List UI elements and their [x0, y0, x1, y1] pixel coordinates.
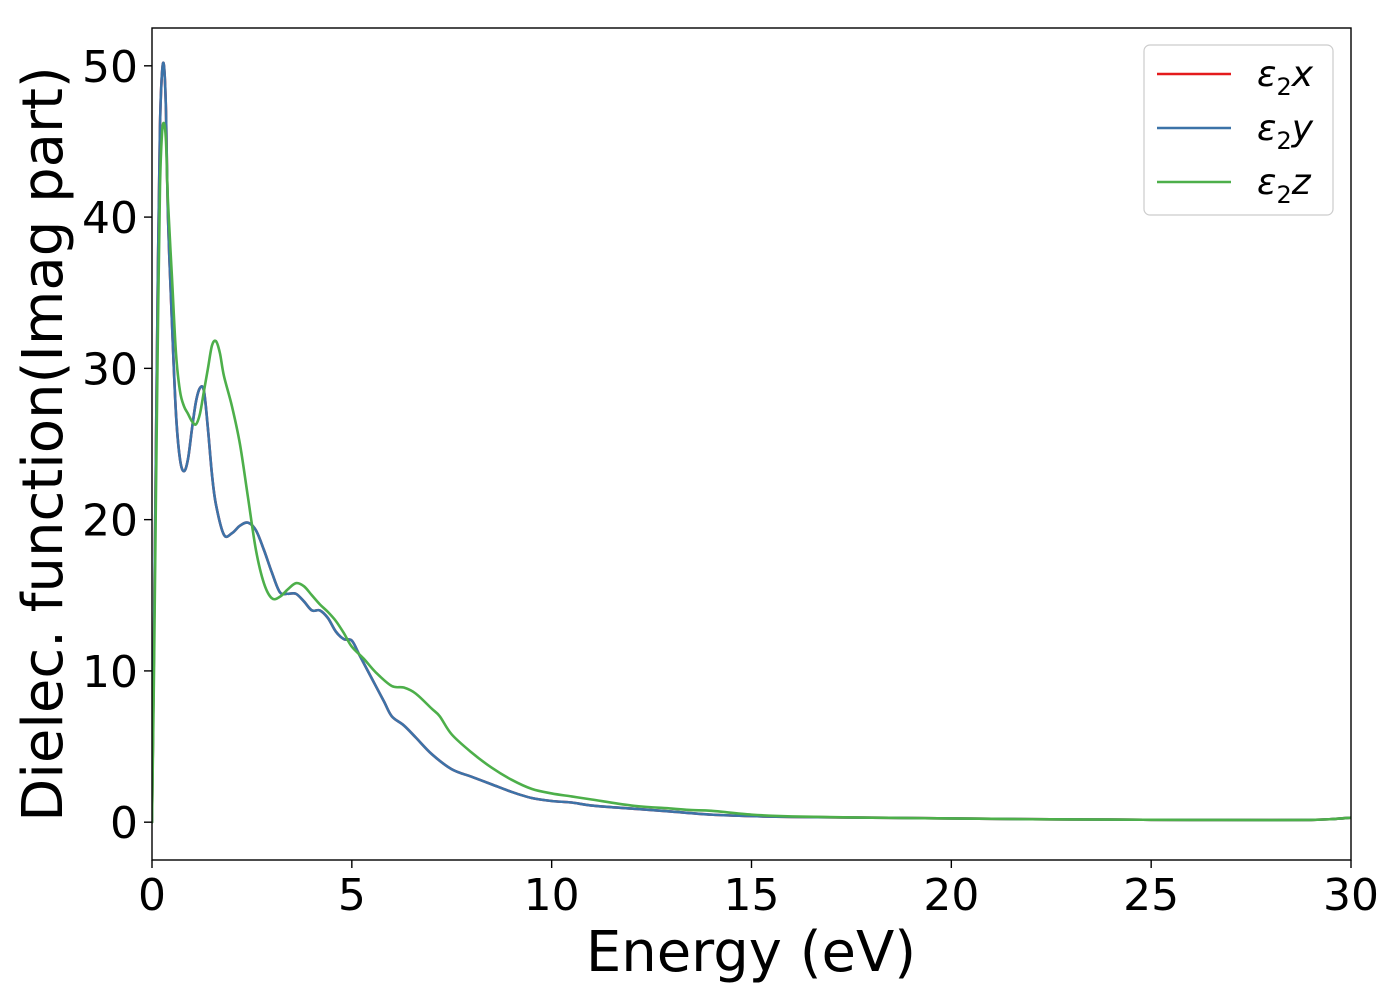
legend-variable: z	[1291, 162, 1312, 203]
legend-box	[1143, 44, 1334, 216]
y-axis-label: Dielec. function(Imag part)	[11, 66, 76, 822]
y-tick-label: 40	[82, 193, 138, 244]
x-tick-label: 20	[923, 870, 979, 921]
legend-label-z: ε2z	[1257, 162, 1312, 209]
x-tick-label: 25	[1123, 870, 1179, 921]
legend-label-x: ε2x	[1257, 54, 1314, 101]
legend-symbol: ε	[1257, 54, 1276, 95]
x-tick-label: 5	[338, 870, 366, 921]
legend-label-y: ε2y	[1257, 108, 1314, 155]
y-tick-label: 50	[82, 42, 138, 93]
x-tick-label: 30	[1323, 870, 1379, 921]
x-tick-label: 15	[724, 870, 780, 921]
x-tick-label: 10	[524, 870, 580, 921]
series-line-y	[152, 61, 1351, 824]
legend-symbol: ε	[1257, 162, 1276, 203]
legend-subscript: 2	[1276, 181, 1291, 209]
series-layer	[152, 61, 1351, 824]
legend-subscript: 2	[1276, 127, 1291, 155]
series-line-z	[152, 121, 1351, 824]
legend-subscript: 2	[1276, 73, 1291, 101]
x-tick-label: 0	[138, 870, 166, 921]
legend-variable: y	[1291, 108, 1314, 149]
y-axis: 0 10 20 30 40 50	[82, 42, 152, 849]
y-tick-label: 20	[82, 496, 138, 547]
x-axis-label: Energy (eV)	[586, 920, 916, 985]
legend-symbol: ε	[1257, 108, 1276, 149]
y-tick-label: 30	[82, 344, 138, 395]
x-axis: 0 5 10 15 20 25 30	[138, 860, 1379, 921]
y-tick-label: 10	[82, 647, 138, 698]
legend-variable: x	[1291, 54, 1314, 95]
y-tick-label: 0	[110, 798, 138, 849]
